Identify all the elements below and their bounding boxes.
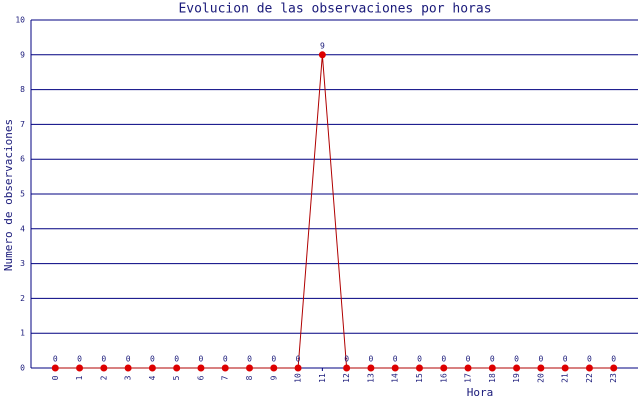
x-tick-label: 15 — [415, 373, 424, 383]
y-tick-label: 8 — [20, 85, 25, 94]
y-tick-label: 0 — [20, 364, 25, 373]
y-tick-label: 7 — [20, 120, 25, 129]
data-label: 0 — [611, 355, 616, 364]
y-tick-label: 2 — [20, 294, 25, 303]
data-label: 0 — [199, 355, 204, 364]
point — [464, 364, 472, 372]
x-axis-label: Hora — [467, 386, 494, 399]
data-label: 0 — [563, 355, 568, 364]
data-label: 0 — [77, 355, 82, 364]
point — [197, 364, 205, 372]
y-tick-label: 6 — [20, 155, 25, 164]
point — [488, 364, 496, 372]
data-label: 0 — [466, 355, 471, 364]
x-tick-label: 7 — [221, 375, 230, 380]
point — [51, 364, 59, 372]
x-tick-label: 17 — [464, 373, 473, 383]
y-tick-label: 4 — [20, 224, 25, 233]
point — [148, 364, 156, 372]
y-tick-label: 5 — [20, 190, 25, 199]
data-label: 0 — [587, 355, 592, 364]
point — [100, 364, 108, 372]
point — [318, 51, 326, 59]
point — [391, 364, 399, 372]
y-axis-label: Numero de observaciones — [2, 119, 15, 271]
chart-title: Evolucion de las observaciones por horas — [178, 2, 491, 17]
data-label: 0 — [271, 355, 276, 364]
point — [294, 364, 302, 372]
x-tick-label: 11 — [318, 373, 327, 383]
x-tick-label: 20 — [536, 373, 545, 383]
data-label: 0 — [441, 355, 446, 364]
data-label: 0 — [393, 355, 398, 364]
data-label: 0 — [150, 355, 155, 364]
data-label: 0 — [417, 355, 422, 364]
data-label: 0 — [344, 355, 349, 364]
point — [561, 364, 569, 372]
point — [221, 364, 229, 372]
data-label: 0 — [369, 355, 374, 364]
x-tick-label: 18 — [488, 373, 497, 383]
point — [415, 364, 423, 372]
x-tick-label: 8 — [245, 375, 254, 380]
x-tick-label: 1 — [75, 375, 84, 380]
data-label: 0 — [126, 355, 131, 364]
x-tick-label: 22 — [585, 373, 594, 383]
point — [246, 364, 254, 372]
point — [124, 364, 132, 372]
data-label: 9 — [320, 41, 325, 50]
data-label: 0 — [514, 355, 519, 364]
y-tick-label: 1 — [20, 329, 25, 338]
point — [513, 364, 521, 372]
y-tick-label: 9 — [20, 50, 25, 59]
x-tick-label: 12 — [342, 373, 351, 383]
x-tick-label: 14 — [391, 373, 400, 383]
point — [440, 364, 448, 372]
x-tick-label: 19 — [512, 373, 521, 383]
data-label: 0 — [223, 355, 228, 364]
x-tick-label: 2 — [99, 375, 108, 380]
data-label: 0 — [490, 355, 495, 364]
point — [76, 364, 84, 372]
x-tick-label: 4 — [148, 375, 157, 380]
point — [173, 364, 181, 372]
x-tick-label: 10 — [294, 373, 303, 383]
y-tick-label: 3 — [20, 259, 25, 268]
x-tick-label: 9 — [269, 375, 278, 380]
x-tick-label: 0 — [51, 375, 60, 380]
data-label: 0 — [247, 355, 252, 364]
data-label: 0 — [296, 355, 301, 364]
x-tick-label: 16 — [439, 373, 448, 383]
point — [367, 364, 375, 372]
line — [55, 54, 614, 369]
x-tick-label: 21 — [561, 373, 570, 383]
point — [610, 364, 618, 372]
y-tick-label: 10 — [15, 16, 25, 25]
x-tick-label: 3 — [124, 375, 133, 380]
data-label: 0 — [538, 355, 543, 364]
point — [343, 364, 351, 372]
data-label: 0 — [101, 355, 106, 364]
x-tick-label: 23 — [609, 373, 618, 383]
point — [585, 364, 593, 372]
x-tick-label: 13 — [366, 373, 375, 383]
data-label: 0 — [53, 355, 58, 364]
point — [270, 364, 278, 372]
x-tick-label: 5 — [172, 375, 181, 380]
point — [537, 364, 545, 372]
x-tick-label: 6 — [196, 375, 205, 380]
data-label: 0 — [174, 355, 179, 364]
